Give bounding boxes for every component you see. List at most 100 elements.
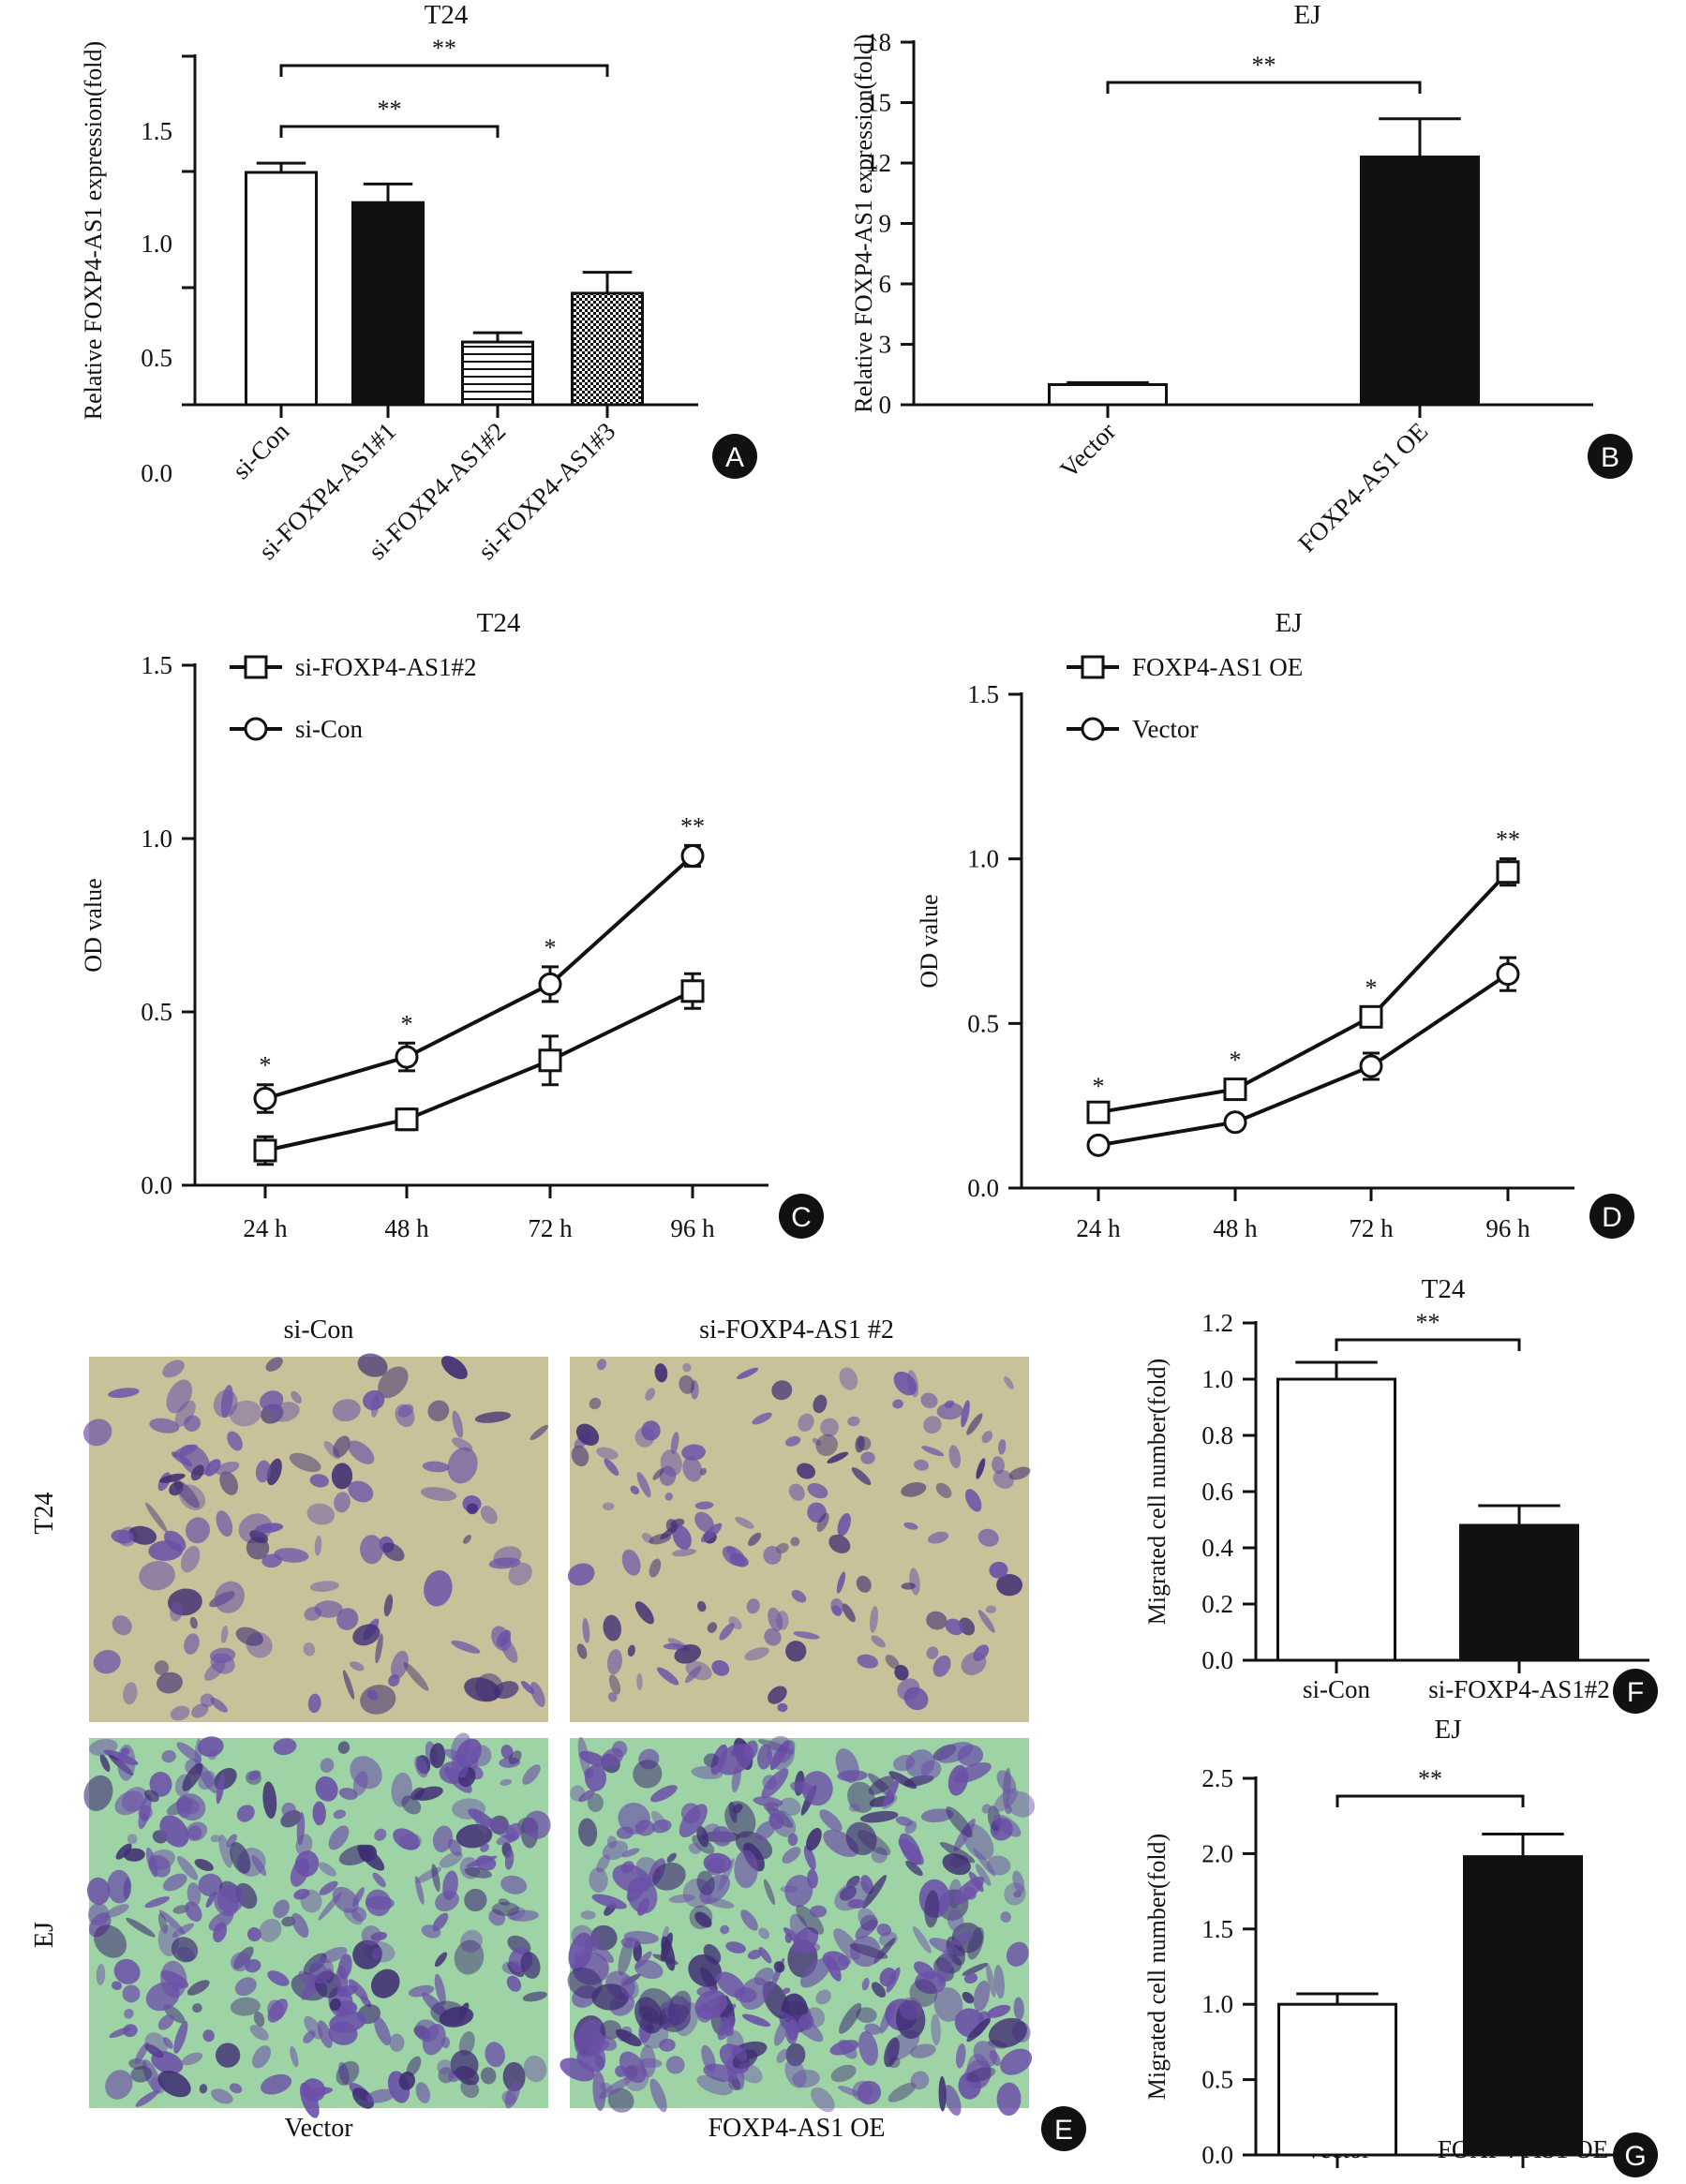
cell <box>304 2015 323 2040</box>
cell <box>149 1772 172 1797</box>
cell <box>944 2085 962 2117</box>
cell <box>520 1681 535 1695</box>
cell <box>627 1877 658 1914</box>
cell <box>174 1400 196 1427</box>
bar-3 <box>461 340 534 407</box>
cell <box>996 1573 1023 1597</box>
legend-square-marker <box>244 655 268 679</box>
significance-bracket <box>1106 81 1422 94</box>
cell <box>961 1400 970 1428</box>
cell <box>645 1388 655 1401</box>
cell <box>211 2088 233 2104</box>
cell <box>857 1654 879 1669</box>
badge-letter: F <box>1627 1677 1644 1708</box>
cell <box>947 1764 969 1796</box>
cell <box>393 1828 420 1850</box>
y-tick-label: 15 <box>866 89 891 117</box>
cell <box>505 1822 522 1843</box>
cell <box>737 2062 763 2084</box>
cell <box>145 1982 180 2012</box>
y-tick-label: 2.0 <box>1201 1839 1233 1867</box>
cell <box>923 1416 942 1434</box>
cell <box>157 2070 191 2098</box>
cell <box>857 1436 872 1451</box>
cell <box>703 2063 739 2083</box>
y-tick-label: 1.2 <box>1201 1309 1233 1337</box>
cell <box>763 1546 782 1565</box>
cell <box>88 1903 110 1926</box>
cell <box>577 1736 590 1777</box>
cell <box>720 2016 734 2037</box>
cell <box>871 1982 887 1998</box>
significance-label: ** <box>1418 1765 1442 1792</box>
data-point-square <box>1359 1004 1383 1029</box>
cell <box>666 1852 677 1863</box>
cell <box>797 1463 816 1479</box>
cell <box>603 1614 621 1642</box>
cell <box>414 2019 440 2043</box>
cell <box>190 1464 204 1481</box>
cell <box>747 1949 763 1960</box>
micrograph-image-1 <box>83 1353 549 1722</box>
cell <box>966 2067 996 2083</box>
cell <box>981 1431 993 1444</box>
cell <box>839 2002 862 2034</box>
cell <box>337 1741 351 1754</box>
cell <box>352 1624 380 1646</box>
cell <box>454 1939 485 1975</box>
cell <box>621 1848 640 1858</box>
cell <box>784 1435 801 1447</box>
cell <box>452 1410 464 1438</box>
cell <box>500 1745 514 1760</box>
cell <box>696 1870 715 1895</box>
cell <box>936 1742 974 1763</box>
cell <box>197 1736 224 1758</box>
cell <box>864 2023 881 2035</box>
cell <box>883 1778 900 1807</box>
cell <box>336 1608 359 1630</box>
y-tick-label: 0.8 <box>1201 1421 1233 1449</box>
cell <box>575 1423 600 1446</box>
cell <box>216 1774 225 1805</box>
cell <box>1012 1870 1025 1894</box>
cell <box>295 1834 313 1856</box>
cell <box>329 1998 341 2012</box>
cell <box>856 2007 877 2023</box>
cell <box>861 1977 870 1991</box>
cell <box>777 1702 788 1713</box>
cell <box>213 1922 227 1943</box>
cell <box>307 1693 321 1714</box>
cell <box>651 1820 672 1834</box>
cell <box>149 1418 180 1434</box>
cell <box>291 1390 303 1404</box>
cell <box>993 1965 1005 1999</box>
cell <box>290 2045 299 2068</box>
cell <box>205 1891 216 1909</box>
cell <box>366 1689 379 1701</box>
cell <box>245 1958 261 1973</box>
chart-panel-c: T24 1.5 1.0 0.5 0.0 OD value 24 h 48 h 72 h 96 h s… <box>80 608 768 1242</box>
cell <box>291 1912 309 1939</box>
cell <box>892 1399 903 1409</box>
cell <box>955 2043 966 2069</box>
cell <box>1013 1997 1024 2021</box>
cell <box>604 1458 619 1476</box>
cell <box>370 1969 400 1998</box>
badge-circle <box>779 1194 824 1239</box>
cell <box>828 1534 851 1553</box>
cell <box>784 1875 813 1908</box>
cell <box>451 1640 481 1654</box>
cell <box>127 1525 157 1545</box>
cell <box>480 1843 490 1852</box>
cell <box>668 1894 695 1904</box>
cell <box>975 1864 992 1887</box>
cell <box>406 2056 422 2077</box>
cell <box>986 2004 1011 2018</box>
cell <box>372 1947 383 1961</box>
cell <box>886 1967 901 1993</box>
x-tick-label: si-Con <box>1303 1675 1371 1703</box>
cell <box>638 2005 660 2023</box>
cell <box>294 1850 320 1878</box>
cell <box>953 1876 985 1905</box>
panel-badge-c: C <box>779 1194 824 1239</box>
